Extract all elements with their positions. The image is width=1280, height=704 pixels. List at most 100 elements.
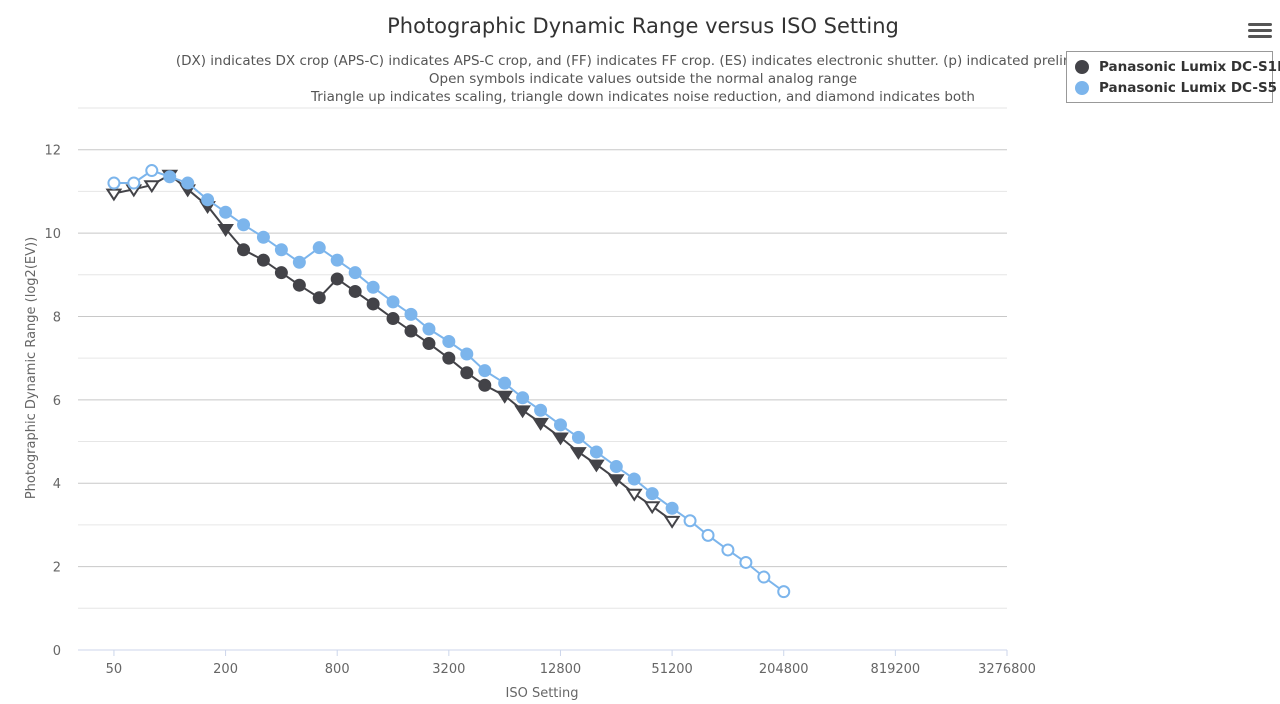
x-tick-label: 204800 xyxy=(759,662,809,677)
data-point[interactable] xyxy=(219,205,233,219)
data-point[interactable] xyxy=(643,501,661,515)
data-point[interactable] xyxy=(274,243,288,257)
data-point[interactable] xyxy=(201,193,215,207)
data-point[interactable] xyxy=(422,337,436,351)
data-point[interactable] xyxy=(181,176,195,190)
legend-marker-s5 xyxy=(1075,81,1089,95)
data-point[interactable] xyxy=(496,390,514,404)
hamburger-menu-icon[interactable] xyxy=(1246,20,1274,42)
data-point[interactable] xyxy=(404,324,418,338)
data-point[interactable] xyxy=(179,184,197,198)
y-tick-label: 10 xyxy=(44,227,61,242)
data-point[interactable] xyxy=(645,487,659,501)
data-point[interactable] xyxy=(145,164,159,178)
y-tick-label: 6 xyxy=(53,394,61,409)
data-point[interactable] xyxy=(127,176,141,190)
data-point[interactable] xyxy=(163,170,177,184)
data-point[interactable] xyxy=(237,218,251,232)
data-point[interactable] xyxy=(571,430,585,444)
data-point[interactable] xyxy=(107,176,121,190)
data-point[interactable] xyxy=(256,230,270,244)
data-point[interactable] xyxy=(532,417,549,431)
data-point[interactable] xyxy=(256,253,270,267)
y-axis-label: Photographic Dynamic Range (log2(EV)) xyxy=(24,237,39,499)
y-tick-label: 2 xyxy=(53,561,61,576)
data-point[interactable] xyxy=(460,366,474,380)
y-tick-label: 12 xyxy=(44,144,61,159)
data-point[interactable] xyxy=(701,528,715,542)
data-point[interactable] xyxy=(348,284,362,298)
data-point[interactable] xyxy=(478,364,492,378)
data-point[interactable] xyxy=(625,488,643,502)
data-point[interactable] xyxy=(534,403,548,417)
data-point[interactable] xyxy=(292,255,306,269)
data-point[interactable] xyxy=(478,378,492,392)
data-point[interactable] xyxy=(609,460,623,474)
data-point[interactable] xyxy=(663,515,681,529)
subtitle-line-3: Triangle up indicates scaling, triangle … xyxy=(311,89,975,105)
data-point[interactable] xyxy=(442,334,456,348)
data-point[interactable] xyxy=(721,543,735,557)
data-point[interactable] xyxy=(292,278,306,292)
x-tick-label: 200 xyxy=(213,662,238,677)
data-point[interactable] xyxy=(498,376,512,390)
legend-item-s5[interactable]: Panasonic Lumix DC-S5 xyxy=(1075,78,1277,98)
data-point[interactable] xyxy=(217,224,234,237)
chart-title: Photographic Dynamic Range versus ISO Se… xyxy=(387,14,899,38)
data-point[interactable] xyxy=(777,585,791,599)
data-point[interactable] xyxy=(516,391,530,405)
data-point[interactable] xyxy=(366,297,380,311)
data-point[interactable] xyxy=(627,472,641,486)
x-tick-label: 12800 xyxy=(540,662,581,677)
chart-legend: Panasonic Lumix DC-S1R Panasonic Lumix D… xyxy=(1066,51,1280,103)
y-tick-label: 4 xyxy=(53,477,61,492)
series-line xyxy=(113,169,785,593)
data-point[interactable] xyxy=(404,307,418,321)
data-point[interactable] xyxy=(386,295,400,309)
data-point[interactable] xyxy=(739,555,753,569)
data-point[interactable] xyxy=(589,445,603,459)
legend-label-s1r: Panasonic Lumix DC-S1R xyxy=(1099,59,1280,75)
data-point[interactable] xyxy=(312,291,326,305)
data-point[interactable] xyxy=(330,253,344,267)
data-point[interactable] xyxy=(237,243,251,257)
y-tick-label: 0 xyxy=(53,644,61,659)
data-point[interactable] xyxy=(552,432,569,446)
series-s5 xyxy=(107,164,791,599)
data-point[interactable] xyxy=(570,447,587,460)
legend-marker-s1r xyxy=(1075,60,1089,74)
data-point[interactable] xyxy=(161,169,179,183)
data-point[interactable] xyxy=(386,312,400,326)
data-point[interactable] xyxy=(348,266,362,280)
x-tick-label: 50 xyxy=(106,662,123,677)
chart-subtitle: (DX) indicates DX crop (APS-C) indicates… xyxy=(0,52,1280,106)
data-point[interactable] xyxy=(460,347,474,361)
legend-label-s5: Panasonic Lumix DC-S5 xyxy=(1099,80,1278,96)
x-tick-label: 819200 xyxy=(871,662,921,677)
data-point[interactable] xyxy=(125,184,143,198)
data-point[interactable] xyxy=(274,266,288,280)
y-tick-label: 8 xyxy=(53,310,61,325)
subtitle-line-2: Open symbols indicate values outside the… xyxy=(428,71,858,87)
data-point[interactable] xyxy=(199,201,216,215)
data-point[interactable] xyxy=(422,322,436,336)
data-point[interactable] xyxy=(312,241,326,255)
x-tick-label: 3200 xyxy=(432,662,465,677)
data-point[interactable] xyxy=(553,418,567,432)
data-point[interactable] xyxy=(757,570,771,584)
data-point[interactable] xyxy=(330,272,344,286)
data-point[interactable] xyxy=(607,474,625,488)
data-point[interactable] xyxy=(105,188,123,202)
legend-item-s1r[interactable]: Panasonic Lumix DC-S1R xyxy=(1075,57,1280,77)
data-point[interactable] xyxy=(665,501,679,515)
y-tick-labels: 0 2 4 6 8 10 12 xyxy=(44,144,61,659)
x-axis-label: ISO Setting xyxy=(506,686,579,701)
data-point[interactable] xyxy=(588,459,605,473)
data-point[interactable] xyxy=(366,280,380,294)
series-line xyxy=(113,173,673,522)
data-point[interactable] xyxy=(442,351,456,365)
data-point[interactable] xyxy=(514,405,531,419)
data-point[interactable] xyxy=(143,180,161,194)
grid-lines xyxy=(78,107,1007,651)
data-point[interactable] xyxy=(683,514,697,528)
